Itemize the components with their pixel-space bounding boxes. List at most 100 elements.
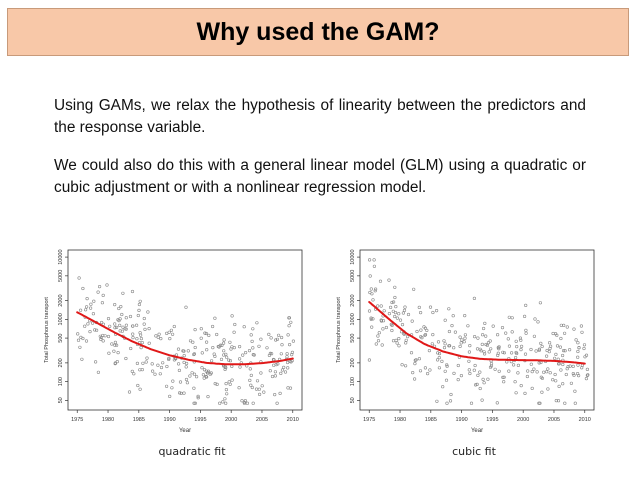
data-point bbox=[130, 369, 134, 373]
data-point bbox=[367, 309, 372, 313]
data-point bbox=[168, 336, 172, 341]
data-point bbox=[557, 362, 561, 366]
data-point bbox=[286, 366, 290, 370]
data-point bbox=[186, 349, 190, 353]
data-point bbox=[403, 305, 407, 309]
data-point bbox=[497, 369, 501, 373]
data-point bbox=[562, 323, 566, 327]
data-point bbox=[483, 321, 487, 325]
data-point bbox=[403, 364, 408, 368]
data-point bbox=[142, 316, 146, 321]
data-point bbox=[565, 367, 569, 371]
data-point bbox=[502, 351, 506, 355]
data-point bbox=[411, 371, 415, 375]
data-point bbox=[395, 341, 399, 345]
data-point bbox=[371, 317, 375, 321]
data-point bbox=[289, 320, 293, 324]
data-point bbox=[390, 323, 394, 327]
data-point bbox=[85, 296, 89, 301]
data-point bbox=[524, 303, 528, 307]
data-point bbox=[224, 401, 228, 405]
data-point bbox=[372, 258, 376, 262]
data-point bbox=[131, 335, 135, 340]
paragraph-gam-intro: Using GAMs, we relax the hypothesis of l… bbox=[54, 97, 586, 136]
data-point bbox=[120, 329, 124, 333]
data-point bbox=[513, 380, 517, 384]
y-axis-label: Total Phosphorus transport bbox=[336, 297, 342, 363]
data-point bbox=[280, 343, 284, 347]
data-point bbox=[394, 304, 398, 309]
data-point bbox=[415, 329, 419, 334]
data-point bbox=[413, 361, 417, 366]
data-point bbox=[553, 372, 557, 377]
data-point bbox=[213, 354, 217, 358]
data-point bbox=[159, 336, 163, 341]
data-point bbox=[437, 351, 442, 356]
data-point bbox=[172, 324, 176, 329]
data-point bbox=[401, 311, 405, 315]
data-point bbox=[259, 371, 263, 375]
data-point bbox=[417, 305, 421, 309]
data-point bbox=[463, 313, 467, 318]
data-point bbox=[99, 320, 104, 325]
y-tick-label: 2000 bbox=[58, 294, 64, 306]
data-point bbox=[257, 344, 261, 348]
data-point bbox=[547, 349, 551, 354]
data-point bbox=[156, 335, 160, 339]
data-point bbox=[545, 354, 549, 358]
data-point bbox=[574, 338, 578, 342]
data-point bbox=[232, 345, 236, 350]
data-point bbox=[553, 356, 557, 360]
data-point bbox=[561, 382, 565, 386]
y-tick-label: 500 bbox=[58, 334, 64, 343]
data-point bbox=[228, 340, 232, 344]
data-point bbox=[404, 341, 408, 345]
data-point bbox=[398, 318, 403, 322]
plot-frame bbox=[359, 249, 595, 411]
data-point bbox=[124, 356, 128, 361]
data-point bbox=[423, 333, 427, 337]
data-point bbox=[546, 387, 550, 391]
data-point bbox=[76, 332, 80, 336]
data-point bbox=[215, 382, 219, 386]
y-tick-label: 200 bbox=[350, 358, 356, 367]
data-point bbox=[538, 301, 542, 305]
data-point bbox=[211, 324, 215, 329]
data-point bbox=[285, 355, 289, 359]
data-point bbox=[437, 355, 441, 360]
data-point bbox=[165, 364, 169, 369]
data-point bbox=[558, 345, 562, 349]
data-point bbox=[190, 371, 194, 375]
data-point bbox=[445, 364, 449, 368]
data-point bbox=[520, 344, 524, 348]
data-point bbox=[568, 348, 572, 352]
data-point bbox=[241, 353, 245, 357]
data-point bbox=[447, 344, 452, 348]
data-point bbox=[370, 292, 374, 296]
data-point bbox=[486, 377, 490, 381]
data-point bbox=[182, 353, 186, 358]
data-point bbox=[418, 310, 423, 315]
data-point bbox=[400, 363, 404, 367]
data-point bbox=[410, 319, 414, 323]
data-point bbox=[540, 344, 544, 349]
data-point bbox=[442, 339, 446, 343]
data-point bbox=[571, 372, 575, 376]
data-point bbox=[390, 300, 394, 305]
data-point bbox=[436, 340, 441, 344]
x-axis-label: Year bbox=[471, 428, 483, 434]
data-point bbox=[119, 304, 123, 309]
data-point bbox=[251, 327, 255, 331]
data-point bbox=[459, 341, 463, 345]
data-point bbox=[533, 317, 537, 321]
data-point bbox=[161, 361, 165, 365]
data-point bbox=[507, 315, 511, 319]
data-point bbox=[435, 399, 439, 403]
data-point bbox=[135, 337, 139, 341]
data-point bbox=[391, 300, 396, 304]
data-point bbox=[78, 308, 83, 312]
data-point bbox=[91, 312, 96, 316]
data-point bbox=[240, 399, 244, 403]
data-point bbox=[452, 346, 456, 350]
data-point bbox=[466, 324, 470, 328]
